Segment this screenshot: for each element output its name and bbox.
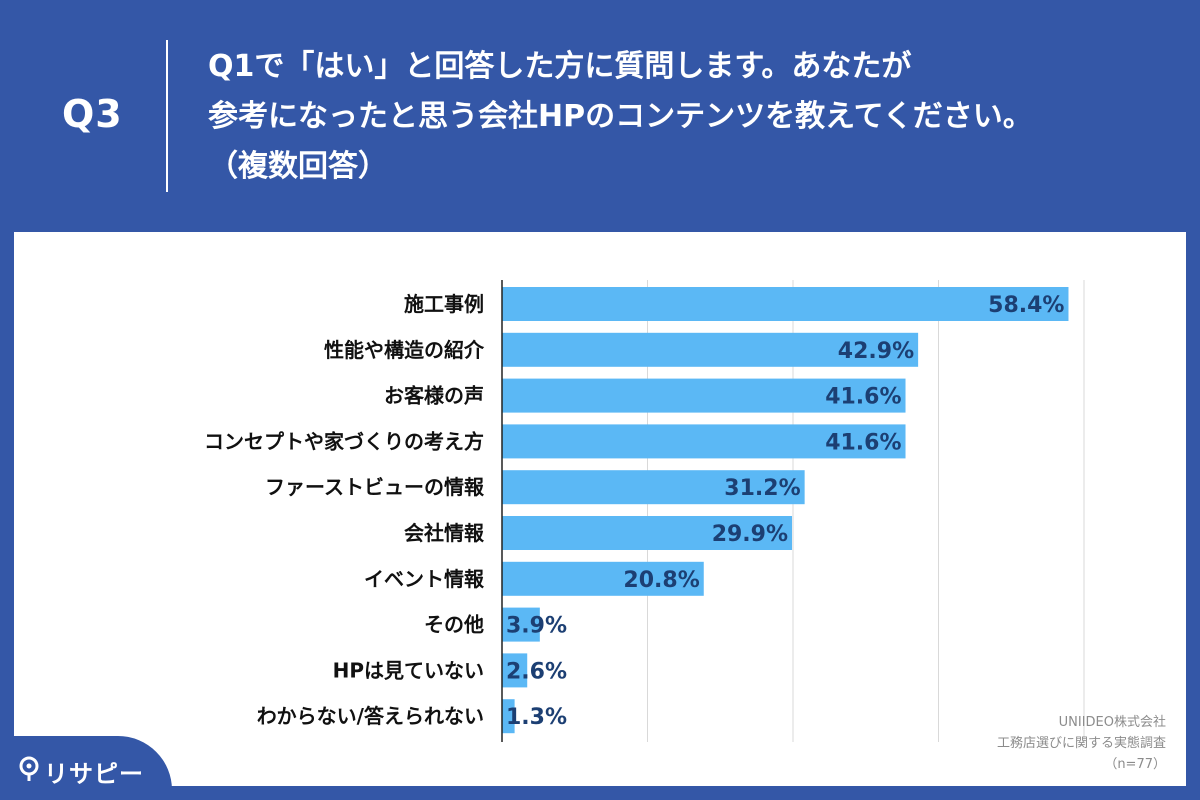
value-labels: 58.4% 42.9% 41.6% 41.6% 31.2% 29.9% 20.8% 3.9% 2… [506,293,1064,730]
value-label: 31.2% [724,476,800,501]
bar [502,516,793,550]
category-label: 性能や構造の紹介 [324,338,485,362]
chart-panel [14,232,1186,786]
pin-icon [19,756,39,781]
value-label: 2.6% [506,659,567,684]
source-note: UNIIDEO株式会社 工務店選びに関する実態調査 （n=77） [997,712,1166,775]
value-label: 20.8% [623,568,699,593]
question-line-2: 参考になったと思う会社HPのコンテンツを教えてください。 [208,99,1033,134]
category-label: お客様の声 [384,384,484,408]
bar [502,332,919,367]
question-line-3: （複数回答） [208,149,388,184]
value-label: 41.6% [825,430,901,455]
question-number: Q3 [62,92,123,136]
bars [502,287,1069,734]
header-divider [166,40,168,192]
source-company: UNIIDEO株式会社 [1058,715,1166,730]
category-label: HPは見ていない [333,658,484,682]
value-label: 42.9% [838,339,914,364]
source-survey: 工務店選びに関する実態調査 [996,736,1166,751]
value-label: 41.6% [825,385,901,410]
bar [502,287,1069,321]
bar [502,607,540,642]
category-label: イベント情報 [364,567,485,591]
bar [502,378,906,413]
value-label: 58.4% [988,293,1064,318]
question-text: Q1で「はい」と回答した方に質問します。あなたが 参考になったと思う会社HPのコ… [208,42,1188,192]
category-label: 会社情報 [404,521,485,545]
bar [502,561,704,596]
question-header: Q3 Q1で「はい」と回答した方に質問します。あなたが 参考になったと思う会社H… [0,0,1200,232]
brand-name: リサピー [44,760,144,788]
bar [502,470,805,505]
bar [502,653,528,688]
bar [502,699,515,734]
category-label: ファーストビューの情報 [265,475,485,499]
category-label: わからない/答えられない [257,704,484,728]
question-line-1: Q1で「はい」と回答した方に質問します。あなたが [208,49,912,84]
category-labels: 施工事例性能や構造の紹介お客様の声コンセプトや家づくりの考え方ファーストビューの… [204,292,485,728]
category-label: コンセプトや家づくりの考え方 [204,429,484,453]
source-sample: （n=77） [1104,757,1166,772]
category-label: 施工事例 [404,292,484,316]
value-label: 1.3% [506,705,567,730]
brand-badge: リサピー [0,736,172,800]
bar [502,424,906,459]
value-label: 29.9% [712,522,788,547]
value-label: 3.9% [506,614,567,639]
category-label: その他 [424,613,484,637]
